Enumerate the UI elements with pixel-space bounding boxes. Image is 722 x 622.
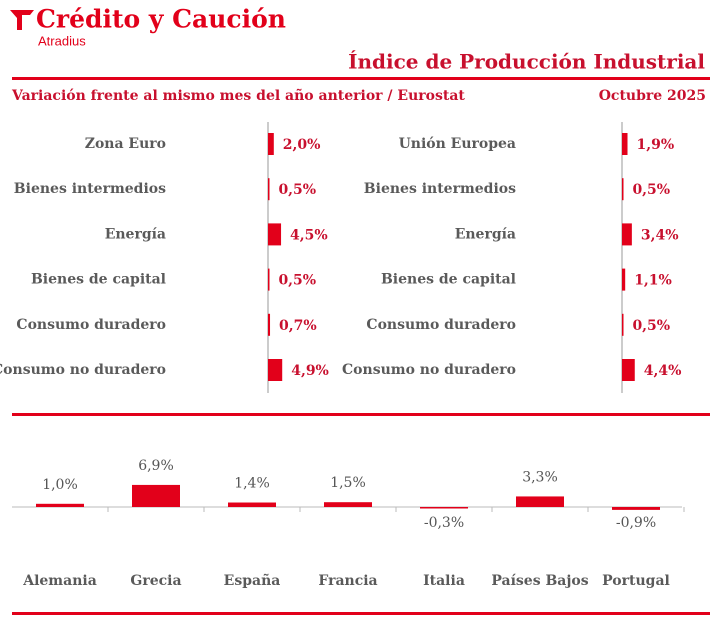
category-label: Unión Europea — [399, 136, 516, 152]
bar — [612, 507, 660, 510]
value-label: 0,5% — [278, 273, 316, 289]
brand-sub: Atradius — [38, 33, 86, 48]
value-label: -0,3% — [424, 515, 464, 531]
value-label: 1,1% — [634, 273, 672, 289]
value-label: 6,9% — [138, 458, 174, 474]
value-label: 1,4% — [234, 476, 270, 492]
category-label: Italia — [423, 573, 465, 589]
value-label: 3,4% — [641, 227, 679, 243]
value-label: 0,5% — [632, 318, 670, 334]
category-label: Consumo no duradero — [0, 362, 166, 378]
category-label: Zona Euro — [85, 136, 166, 152]
bar — [622, 178, 624, 201]
logo: Crédito y Caución Atradius — [10, 5, 286, 48]
divider — [12, 77, 710, 80]
value-label: 0,7% — [279, 318, 317, 334]
subtitle: Variación frente al mismo mes del año an… — [11, 87, 465, 104]
logo-mark — [10, 10, 34, 30]
bar — [622, 359, 635, 381]
category-label: Consumo duradero — [16, 317, 166, 333]
bar — [268, 133, 274, 155]
bar — [268, 223, 282, 246]
bar — [268, 268, 270, 291]
bar — [516, 496, 564, 507]
bar — [268, 178, 270, 201]
bar — [622, 313, 624, 336]
bar — [420, 507, 468, 509]
bar — [228, 502, 276, 507]
category-label: Bienes intermedios — [14, 181, 166, 197]
bar — [132, 484, 180, 507]
bar — [36, 503, 84, 507]
bar — [622, 133, 628, 155]
value-label: 2,0% — [283, 137, 321, 153]
category-label: Bienes de capital — [31, 272, 166, 288]
bar — [622, 223, 632, 246]
category-label: Energía — [455, 226, 516, 242]
value-label: 0,5% — [278, 182, 316, 198]
category-label: Bienes intermedios — [364, 181, 516, 197]
title: Índice de Producción Industrial — [348, 50, 705, 74]
category-label: Portugal — [602, 573, 670, 589]
value-label: 0,5% — [632, 182, 670, 198]
divider — [12, 413, 710, 416]
value-label: 1,9% — [637, 137, 675, 153]
category-label: Alemania — [22, 573, 97, 589]
bar — [268, 359, 283, 381]
bar — [324, 502, 372, 507]
category-label: Consumo duradero — [366, 317, 516, 333]
category-label: Francia — [318, 573, 377, 589]
category-label: Grecia — [130, 573, 181, 589]
brand: Crédito y Caución — [36, 5, 286, 34]
value-label: 1,5% — [330, 475, 366, 491]
value-label: 4,9% — [291, 363, 329, 379]
value-label: 4,5% — [290, 227, 328, 243]
category-label: Países Bajos — [491, 573, 588, 589]
category-label: Bienes de capital — [381, 272, 516, 288]
category-label: España — [224, 572, 281, 589]
value-label: -0,9% — [616, 515, 656, 531]
value-label: 1,0% — [42, 477, 78, 493]
value-label: 3,3% — [522, 469, 558, 485]
category-label: Energía — [105, 226, 166, 242]
date: Octubre 2025 — [599, 88, 706, 104]
bar — [268, 313, 271, 336]
value-label: 4,4% — [644, 363, 682, 379]
bar — [622, 268, 626, 291]
category-label: Consumo no duradero — [342, 362, 516, 378]
divider — [12, 612, 710, 615]
